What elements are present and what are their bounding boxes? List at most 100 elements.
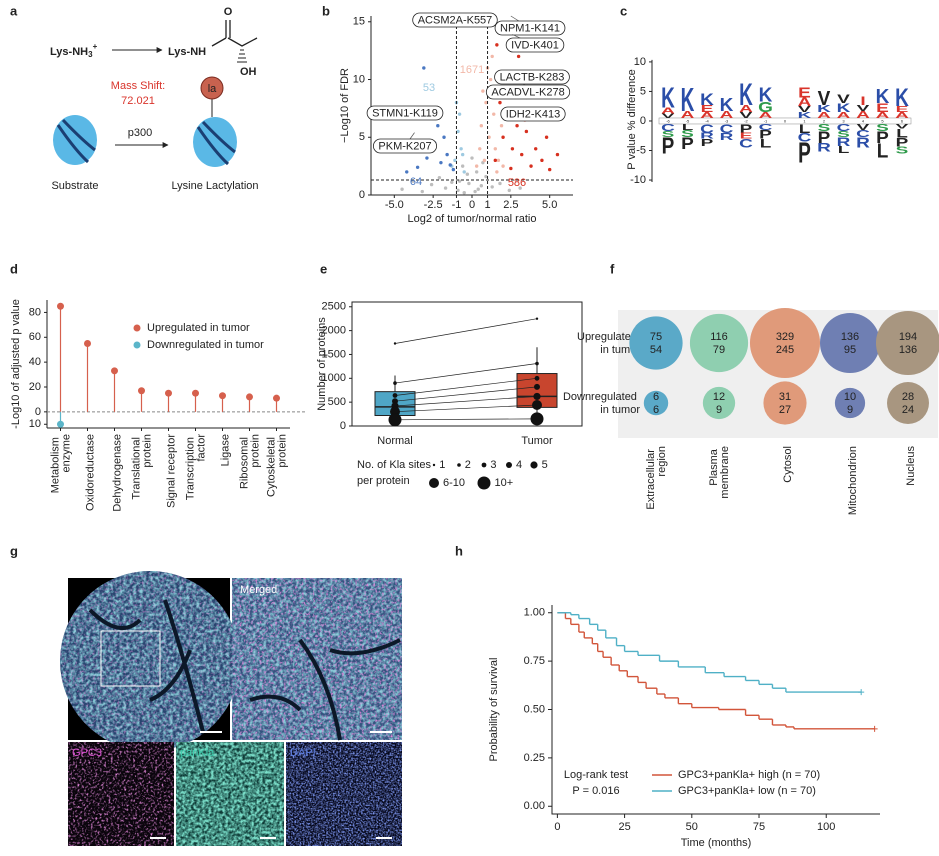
point	[509, 166, 513, 171]
text-line: protein	[249, 434, 261, 468]
modification: la	[208, 83, 217, 95]
logo-letter: E	[701, 104, 714, 115]
legend-marker	[477, 476, 491, 490]
bubble	[689, 313, 749, 373]
logo-letter: V	[896, 123, 909, 130]
legend-marker	[457, 463, 461, 467]
logo-letter: A	[895, 111, 909, 120]
position-label: -1	[764, 118, 768, 123]
logo-letter: S	[681, 128, 694, 139]
x-tick-label: 50	[686, 821, 698, 833]
logo-letter: E	[896, 105, 909, 114]
position-label: -3	[725, 118, 729, 123]
panel-label: a	[10, 3, 18, 18]
dot	[273, 394, 280, 402]
annotation-box	[494, 20, 566, 36]
point	[490, 185, 494, 189]
point	[437, 175, 442, 180]
logo-letter: V	[798, 105, 811, 114]
logo-letter: S	[876, 123, 889, 134]
logo-letter: K	[661, 83, 675, 115]
y-tick-label: 2000	[322, 325, 346, 337]
image-label: GPC3	[72, 747, 102, 759]
y-tick-label: 40	[29, 356, 41, 368]
oxygen: O	[224, 6, 233, 18]
text-line: Transcription	[184, 434, 196, 500]
legend-label: GPC3+panKla+ high (n = 70)	[678, 769, 820, 781]
hydroxyl: OH	[240, 66, 257, 78]
product-label: Lysine Lactylation	[171, 180, 258, 192]
x-tick-label: Dehydrogenase	[111, 434, 123, 512]
point	[510, 147, 515, 151]
point	[470, 156, 474, 160]
panel-label: d	[10, 261, 18, 276]
logo-letter: R	[817, 141, 831, 155]
row-label: Upregulated in tumor	[577, 331, 640, 356]
y-axis-label: −Log10 of FDR	[339, 68, 351, 143]
point	[462, 190, 466, 195]
reactant-subscript: 3	[88, 50, 93, 59]
enzyme: p300	[128, 127, 152, 139]
pair-line	[394, 318, 538, 344]
logo-letter: P	[896, 136, 909, 150]
point	[392, 393, 398, 398]
text-line: Translational	[130, 434, 142, 500]
bubble-value: 116	[710, 331, 728, 343]
point	[518, 186, 522, 190]
count-label: 64	[410, 176, 422, 188]
column-label: Mitochondrion	[847, 446, 859, 515]
y-axis-label: -Log10 of adjusted p value	[10, 299, 22, 429]
x-tick-label: -1	[452, 199, 462, 211]
annotation-box	[485, 84, 571, 100]
point	[515, 124, 519, 128]
point	[425, 156, 429, 160]
bubble	[887, 382, 929, 424]
panKla-image	[176, 742, 284, 846]
point	[499, 124, 504, 128]
bubble-value: 12	[713, 391, 725, 403]
point	[462, 170, 466, 174]
logo-letter: V	[857, 123, 870, 132]
point	[393, 381, 397, 385]
y-tick-label: 60	[29, 331, 41, 343]
logo-letter: G	[758, 99, 773, 116]
point	[420, 189, 424, 194]
point	[484, 100, 488, 105]
point	[451, 167, 456, 172]
dot	[219, 392, 226, 400]
bubble	[834, 387, 866, 419]
bubble-value: 95	[844, 344, 856, 356]
annotation-box	[412, 12, 498, 28]
censor-mark	[858, 689, 865, 696]
y-tick-label: 0	[340, 420, 346, 432]
logo-letter: R	[856, 135, 870, 152]
legend-title: per protein	[357, 475, 410, 487]
product: Lys-NH	[168, 46, 206, 58]
bubble-value: 79	[713, 344, 725, 356]
merged-image	[232, 578, 402, 741]
x-tick-label: Ribosomal protein	[238, 434, 261, 489]
point	[478, 147, 482, 151]
annotation: PKM-K207	[378, 140, 431, 152]
logo-letter: E	[798, 84, 811, 101]
annotation: IDH2-K413	[506, 108, 560, 120]
point	[520, 152, 524, 157]
annotation-box	[500, 106, 566, 122]
bubble	[702, 386, 736, 420]
nucleosome	[53, 115, 97, 165]
x-tick-label: Ligase	[219, 434, 231, 466]
logo-letter: C	[837, 123, 851, 134]
logo-letter: V	[837, 92, 850, 106]
annotation: NPM1-K141	[500, 22, 560, 34]
point	[484, 174, 488, 179]
legend-marker	[429, 478, 439, 488]
logo-letter: V	[662, 112, 675, 119]
annotation: ACADVL-K278	[491, 86, 564, 98]
point	[474, 164, 479, 168]
annotation-box	[366, 105, 444, 121]
micrographs: Merged GPC3 panKla DAPI	[60, 571, 402, 846]
dash-wedge	[237, 49, 247, 63]
annotation-box	[505, 37, 565, 53]
logo-letter: S	[837, 130, 850, 139]
